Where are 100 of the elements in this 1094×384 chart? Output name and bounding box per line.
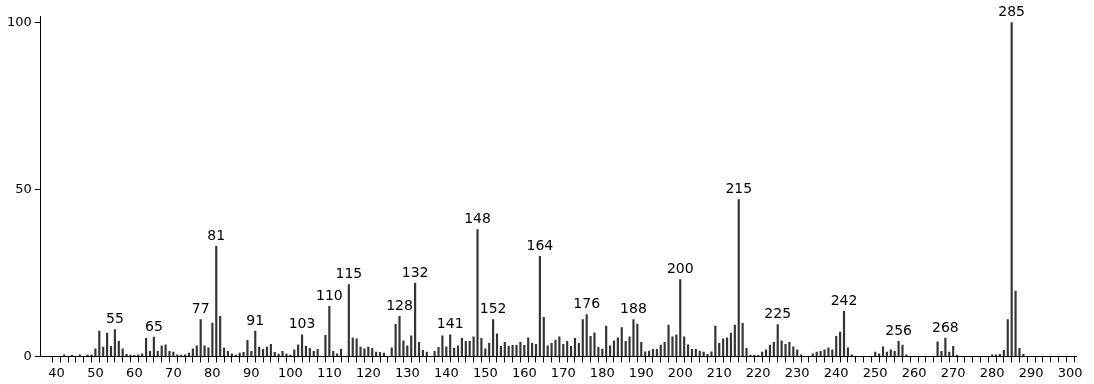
bar <box>722 338 725 357</box>
annotation: 242 <box>830 291 858 308</box>
y-tick-label: 50 <box>15 180 32 196</box>
bar <box>113 329 116 357</box>
bar <box>901 344 904 357</box>
x-tick-label: 200 <box>667 364 693 380</box>
bar <box>776 324 779 357</box>
bar <box>488 343 491 357</box>
bar <box>94 348 97 357</box>
bar <box>293 349 296 357</box>
bar <box>355 338 358 357</box>
bar <box>499 346 502 357</box>
x-tick-label: 160 <box>511 364 537 380</box>
bar <box>593 332 596 357</box>
bar <box>952 346 955 357</box>
bar <box>878 353 881 357</box>
bar <box>484 348 487 357</box>
bar <box>792 346 795 357</box>
bar <box>944 337 947 357</box>
bar <box>312 351 315 357</box>
bar <box>328 306 331 357</box>
bar <box>495 333 499 357</box>
bar <box>655 349 658 357</box>
bar <box>546 345 549 357</box>
bar <box>449 334 452 357</box>
bar <box>121 348 124 357</box>
x-tick-label: 90 <box>243 364 260 380</box>
bar <box>441 335 444 357</box>
bar <box>460 338 463 357</box>
x-tick-label: 300 <box>1057 364 1083 380</box>
x-tick-label: 60 <box>126 364 143 380</box>
bar <box>694 349 697 357</box>
bar <box>464 341 467 357</box>
bar <box>152 336 155 357</box>
annotation: 164 <box>526 236 554 253</box>
bar <box>339 349 343 357</box>
annotation: 128 <box>386 296 413 313</box>
bar <box>211 322 214 357</box>
bar <box>164 344 167 357</box>
bar <box>141 353 144 357</box>
bar <box>351 337 354 357</box>
bar <box>230 353 233 357</box>
bar <box>468 341 471 357</box>
bar <box>842 311 846 357</box>
bar <box>718 343 721 357</box>
bar <box>156 351 159 357</box>
bar <box>390 347 393 357</box>
x-tick-label: 140 <box>433 364 459 380</box>
annotation: 285 <box>998 3 1026 20</box>
bar <box>300 334 304 357</box>
bar <box>577 343 580 357</box>
bar <box>476 229 479 357</box>
bar <box>492 319 495 357</box>
bar <box>1006 319 1009 357</box>
annotation: 132 <box>401 263 429 280</box>
bar <box>511 345 514 357</box>
bar <box>651 349 655 357</box>
annotation: 200 <box>666 260 694 277</box>
x-tick-label: 100 <box>277 364 303 380</box>
annotation: 268 <box>932 318 959 335</box>
bar <box>332 351 335 357</box>
bar <box>445 346 448 357</box>
bar <box>281 351 284 357</box>
x-tick-label: 260 <box>901 364 927 380</box>
bar <box>534 344 538 357</box>
y-tick-label: 100 <box>6 14 32 30</box>
bar <box>297 344 300 357</box>
bar <box>570 346 573 357</box>
bar <box>269 344 272 357</box>
bar <box>226 351 230 357</box>
bar <box>725 337 729 357</box>
x-tick-label: 230 <box>784 364 810 380</box>
annotation: 110 <box>315 286 343 303</box>
bar <box>683 336 686 357</box>
bar <box>160 345 163 357</box>
annotation: 256 <box>885 322 913 339</box>
annotation: 141 <box>436 315 464 332</box>
bar <box>191 348 194 357</box>
bar <box>215 245 218 357</box>
bar <box>616 337 619 357</box>
bar <box>417 342 421 357</box>
bar <box>585 314 588 357</box>
bar <box>612 340 616 357</box>
bar <box>117 341 120 357</box>
annotation: 103 <box>288 315 316 332</box>
bar <box>780 340 783 357</box>
x-tick-label: 250 <box>862 364 888 380</box>
annotation: 55 <box>105 310 124 327</box>
x-tick-label: 270 <box>940 364 966 380</box>
bar <box>414 282 417 357</box>
bar <box>897 341 900 357</box>
annotation: 115 <box>335 265 363 282</box>
bar <box>1010 22 1013 357</box>
bar <box>98 330 101 357</box>
bar <box>145 338 148 357</box>
bar <box>831 349 834 357</box>
bar <box>261 349 265 357</box>
bar <box>254 330 257 357</box>
bar <box>620 327 623 357</box>
bar <box>605 325 608 357</box>
